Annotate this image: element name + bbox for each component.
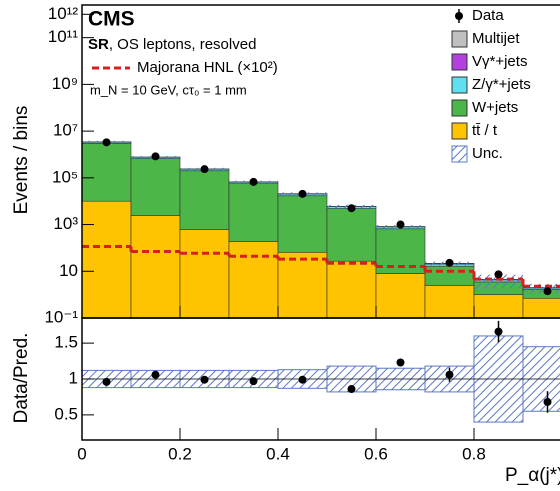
stack-segment (179, 229, 230, 319)
stack-segment (375, 273, 426, 319)
ratio-point (249, 377, 258, 386)
stack-segment (81, 200, 132, 319)
unc-band (523, 283, 560, 294)
stack-segment (424, 285, 475, 319)
ratio-point (543, 397, 552, 406)
stack-segment (228, 241, 279, 319)
x-tick-label: 0 (77, 444, 86, 463)
data-point (200, 165, 209, 174)
stack-segment (473, 294, 524, 319)
ratio-point (298, 375, 307, 384)
y-tick-label: 1 (69, 368, 78, 387)
stack-segment (130, 158, 181, 216)
data-point (445, 258, 454, 267)
data-point (249, 177, 258, 186)
legend-swatch (451, 53, 468, 71)
stack-segment (522, 297, 560, 319)
legend-label: Z/γ*+jets (472, 76, 531, 93)
x-tick-label: 0.4 (266, 444, 290, 463)
stack-segment (424, 265, 475, 286)
x-axis-label: P_α(j*) (505, 465, 560, 486)
stack-segment (277, 251, 328, 319)
ratio-y-axis-label: Data/Pred. (11, 333, 32, 424)
cms-label: CMS (88, 8, 135, 31)
stack-segment (228, 183, 279, 242)
signal-legend: Majorana HNL (×10²) (137, 59, 278, 76)
y-tick-label: 0.5 (54, 404, 78, 423)
y-tick-label: 10³ (53, 214, 78, 233)
data-point (102, 138, 111, 147)
y-tick-label: 10¹² (48, 4, 79, 23)
data-point (298, 189, 307, 198)
ratio-point (494, 327, 503, 336)
data-point (151, 152, 160, 161)
legend-label: Vγ*+jets (472, 53, 527, 70)
y-tick-label: 10⁵ (52, 167, 78, 186)
legend-swatch (451, 76, 468, 94)
legend-swatch (451, 122, 468, 140)
legend-label: tt̄ / t (472, 122, 498, 139)
y-tick-label: 10¹¹ (48, 27, 79, 46)
plot-area (81, 138, 560, 423)
region-text: , OS leptons, resolved (109, 36, 257, 53)
ratio-point (396, 358, 405, 367)
legend-swatch (451, 30, 468, 48)
y-tick-label: 10⁹ (52, 74, 78, 93)
y-tick-label: 10 (59, 261, 78, 280)
stack-segment (326, 260, 377, 319)
legend-label: Multijet (472, 30, 520, 47)
legend-label: Data (472, 7, 504, 24)
y-tick-label: 1.5 (54, 333, 78, 352)
region: SR (88, 36, 109, 53)
ratio-point (347, 385, 356, 394)
x-tick-label: 0.6 (364, 444, 388, 463)
region-label: SR, OS leptons, resolved (88, 36, 256, 53)
ratio-point (200, 375, 209, 384)
y-tick-label: 10⁻¹ (44, 307, 78, 326)
ratio-point (151, 370, 160, 379)
stack-segment (326, 208, 377, 262)
legend-swatch (451, 145, 468, 163)
x-tick-label: 0.8 (462, 444, 486, 463)
stack-segment (277, 195, 328, 253)
y-axis-label: Events / bins (11, 106, 32, 215)
ratio-point (102, 377, 111, 386)
ratio-point (445, 370, 454, 379)
y-tick-label: 10⁷ (53, 121, 78, 140)
data-point (347, 204, 356, 213)
legend-label: W+jets (472, 99, 518, 116)
data-point (494, 270, 503, 279)
legend-swatch (451, 99, 468, 117)
data-point (543, 287, 552, 296)
stack-segment (130, 215, 181, 319)
stack-segment (179, 170, 230, 230)
x-tick-label: 0.2 (168, 444, 192, 463)
legend-label: Unc. (472, 145, 503, 162)
stack-segment (81, 142, 132, 202)
signal-note: m_N = 10 GeV, cτ₀ = 1 mm (90, 82, 247, 97)
data-point (396, 220, 405, 229)
